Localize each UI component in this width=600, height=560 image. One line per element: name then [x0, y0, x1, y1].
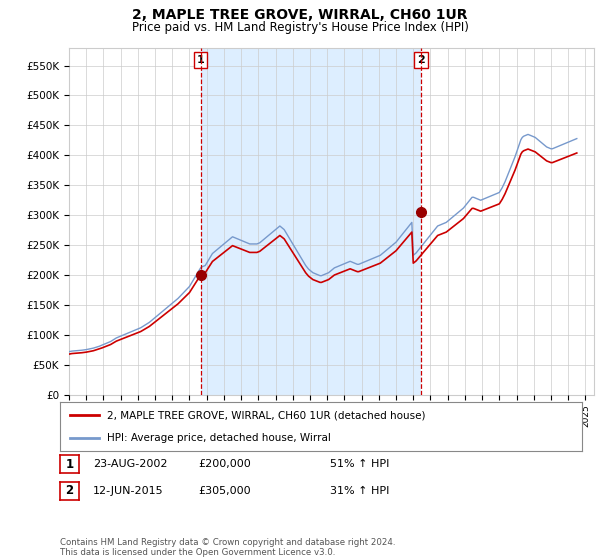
Text: 12-JUN-2015: 12-JUN-2015: [93, 486, 164, 496]
Text: 2: 2: [65, 484, 74, 497]
Text: HPI: Average price, detached house, Wirral: HPI: Average price, detached house, Wirr…: [107, 433, 331, 444]
Text: £305,000: £305,000: [198, 486, 251, 496]
Text: 23-AUG-2002: 23-AUG-2002: [93, 459, 167, 469]
Text: 1: 1: [197, 55, 205, 65]
Text: 2, MAPLE TREE GROVE, WIRRAL, CH60 1UR (detached house): 2, MAPLE TREE GROVE, WIRRAL, CH60 1UR (d…: [107, 410, 425, 421]
Text: Contains HM Land Registry data © Crown copyright and database right 2024.
This d: Contains HM Land Registry data © Crown c…: [60, 538, 395, 557]
Text: 1: 1: [65, 458, 74, 471]
Text: 51% ↑ HPI: 51% ↑ HPI: [330, 459, 389, 469]
Bar: [200, 48, 421, 395]
Text: 2, MAPLE TREE GROVE, WIRRAL, CH60 1UR: 2, MAPLE TREE GROVE, WIRRAL, CH60 1UR: [132, 8, 468, 22]
Text: 31% ↑ HPI: 31% ↑ HPI: [330, 486, 389, 496]
Text: £200,000: £200,000: [198, 459, 251, 469]
Text: 2: 2: [417, 55, 425, 65]
Text: Price paid vs. HM Land Registry's House Price Index (HPI): Price paid vs. HM Land Registry's House …: [131, 21, 469, 34]
